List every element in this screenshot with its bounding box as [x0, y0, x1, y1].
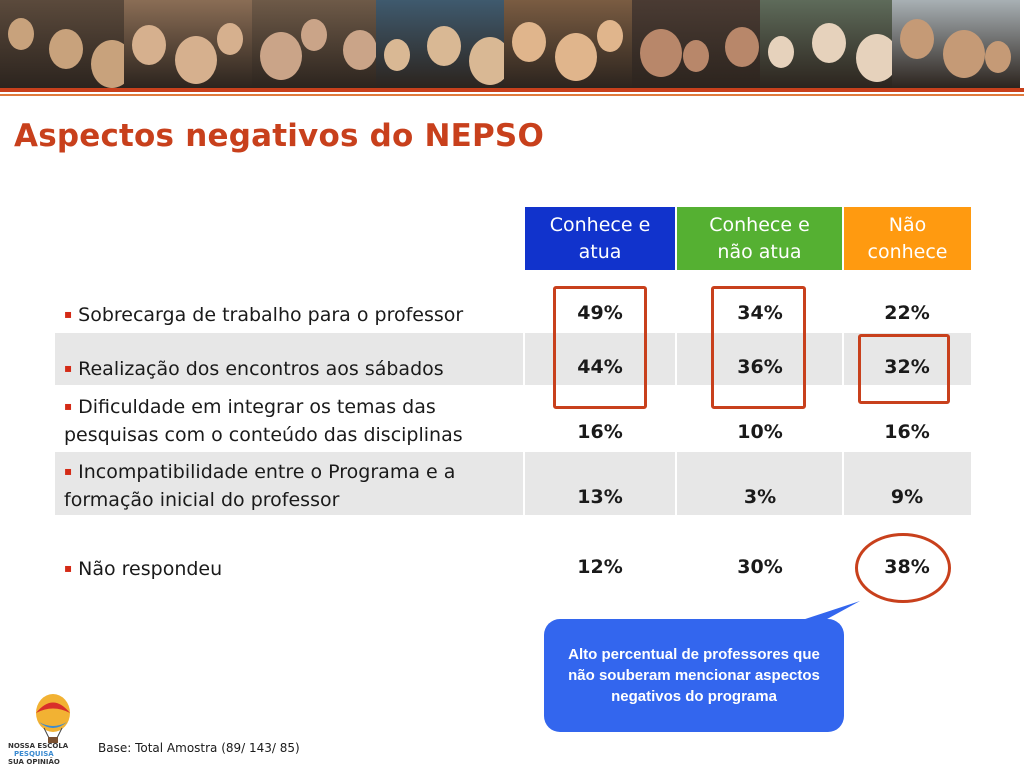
- svg-text:SUA OPINIÃO: SUA OPINIÃO: [8, 757, 60, 766]
- column-separator: [842, 452, 844, 515]
- row-shade: [55, 333, 971, 385]
- sample-base-note: Base: Total Amostra (89/ 143/ 85): [98, 741, 300, 755]
- cell-value: 16%: [884, 421, 930, 443]
- bullet-icon: ▪: [64, 361, 73, 375]
- row-label: ▪ Não respondeu: [64, 558, 223, 580]
- page-title: Aspectos negativos do NEPSO: [14, 118, 544, 154]
- photo-figure: [260, 32, 302, 80]
- photo-figure: [8, 18, 34, 50]
- column-header-nao-conhece: Não conhece: [844, 207, 971, 270]
- photo-figure: [90, 40, 124, 88]
- cell-value: 34%: [737, 302, 783, 324]
- photo-figure: [725, 27, 760, 67]
- row-label: ▪ Dificuldade em integrar os temas das pe…: [64, 396, 463, 446]
- callout-text: Alto percentual de professores que não s…: [568, 646, 820, 705]
- highlight-circle-nao-respondeu: [855, 533, 951, 603]
- column-header-label: Conhece e atua: [549, 213, 651, 263]
- photo-figure: [469, 37, 504, 85]
- banner-photo: [252, 0, 376, 88]
- banner-photo: [0, 0, 124, 88]
- photo-figure: [768, 36, 794, 68]
- column-header-label: Não conhece: [867, 213, 948, 263]
- photo-figure: [426, 26, 461, 66]
- banner-divider-secondary: [0, 94, 1024, 96]
- photo-figure: [900, 19, 934, 59]
- photo-figure: [597, 20, 624, 52]
- column-header-conhece-nao-atua: Conhece e não atua: [677, 207, 842, 270]
- bullet-icon: ▪: [64, 399, 73, 413]
- cell-value: 32%: [884, 356, 930, 378]
- banner-photo: [760, 0, 892, 88]
- bullet-icon: ▪: [64, 464, 73, 478]
- cell-value: 16%: [577, 421, 623, 443]
- photo-figure: [812, 23, 846, 63]
- photo-figure: [342, 30, 376, 70]
- photo-figure: [217, 23, 244, 55]
- nepso-logo: NOSSA ESCOLA PESQUISA SUA OPINIÃO: [8, 694, 70, 766]
- column-separator: [523, 452, 525, 515]
- banner-photo: [376, 0, 504, 88]
- bullet-icon: ▪: [64, 307, 73, 321]
- column-separator: [675, 333, 677, 385]
- highlight-box-nao-conhece: [858, 334, 950, 404]
- row-shade: [55, 452, 971, 515]
- photo-figure: [132, 25, 166, 65]
- column-separator: [523, 333, 525, 385]
- callout-pointer-shape: [790, 601, 860, 624]
- cell-value: 36%: [737, 356, 783, 378]
- svg-text:NOSSA ESCOLA: NOSSA ESCOLA: [8, 742, 69, 750]
- banner-photo: [504, 0, 632, 88]
- photo-figure: [856, 34, 892, 82]
- highlight-box-conhece-atua: [553, 286, 647, 409]
- cell-value: 44%: [577, 356, 623, 378]
- photo-figure: [682, 40, 709, 72]
- photo-figure: [384, 39, 410, 71]
- photo-figure: [512, 22, 546, 62]
- highlight-box-conhece-nao-atua: [711, 286, 806, 409]
- row-label: ▪ Incompatibilidade entre o Programa e a …: [64, 461, 456, 511]
- photo-figure: [174, 36, 217, 84]
- photo-figure: [301, 19, 328, 51]
- photo-figure: [554, 33, 597, 81]
- cell-value: 49%: [577, 302, 623, 324]
- cell-value: 10%: [737, 421, 783, 443]
- banner-photo: [632, 0, 760, 88]
- photo-figure: [942, 30, 985, 78]
- cell-value: 9%: [890, 486, 924, 508]
- row-label: ▪ Realização dos encontros aos sábados: [64, 358, 444, 380]
- banner-divider: [0, 88, 1024, 92]
- balloon-icon: [36, 694, 70, 743]
- banner-photo: [892, 0, 1020, 88]
- bullet-icon: ▪: [64, 561, 73, 575]
- row-label: ▪ Sobrecarga de trabalho para o professor: [64, 304, 464, 326]
- cell-value: 13%: [577, 486, 623, 508]
- column-header-conhece-atua: Conhece e atua: [525, 207, 675, 270]
- column-separator: [675, 452, 677, 515]
- cell-value: 22%: [884, 302, 930, 324]
- cell-value: 3%: [743, 486, 777, 508]
- photo-banner: [0, 0, 1024, 88]
- photo-figure: [985, 41, 1012, 73]
- cell-value: 30%: [737, 556, 783, 578]
- callout-bubble: Alto percentual de professores que não s…: [544, 619, 844, 732]
- cell-value: 12%: [577, 556, 623, 578]
- banner-photo: [124, 0, 252, 88]
- column-separator: [842, 333, 844, 385]
- svg-text:PESQUISA: PESQUISA: [14, 750, 54, 758]
- photo-figure: [640, 29, 682, 77]
- photo-figure: [49, 29, 84, 69]
- column-header-label: Conhece e não atua: [709, 213, 810, 263]
